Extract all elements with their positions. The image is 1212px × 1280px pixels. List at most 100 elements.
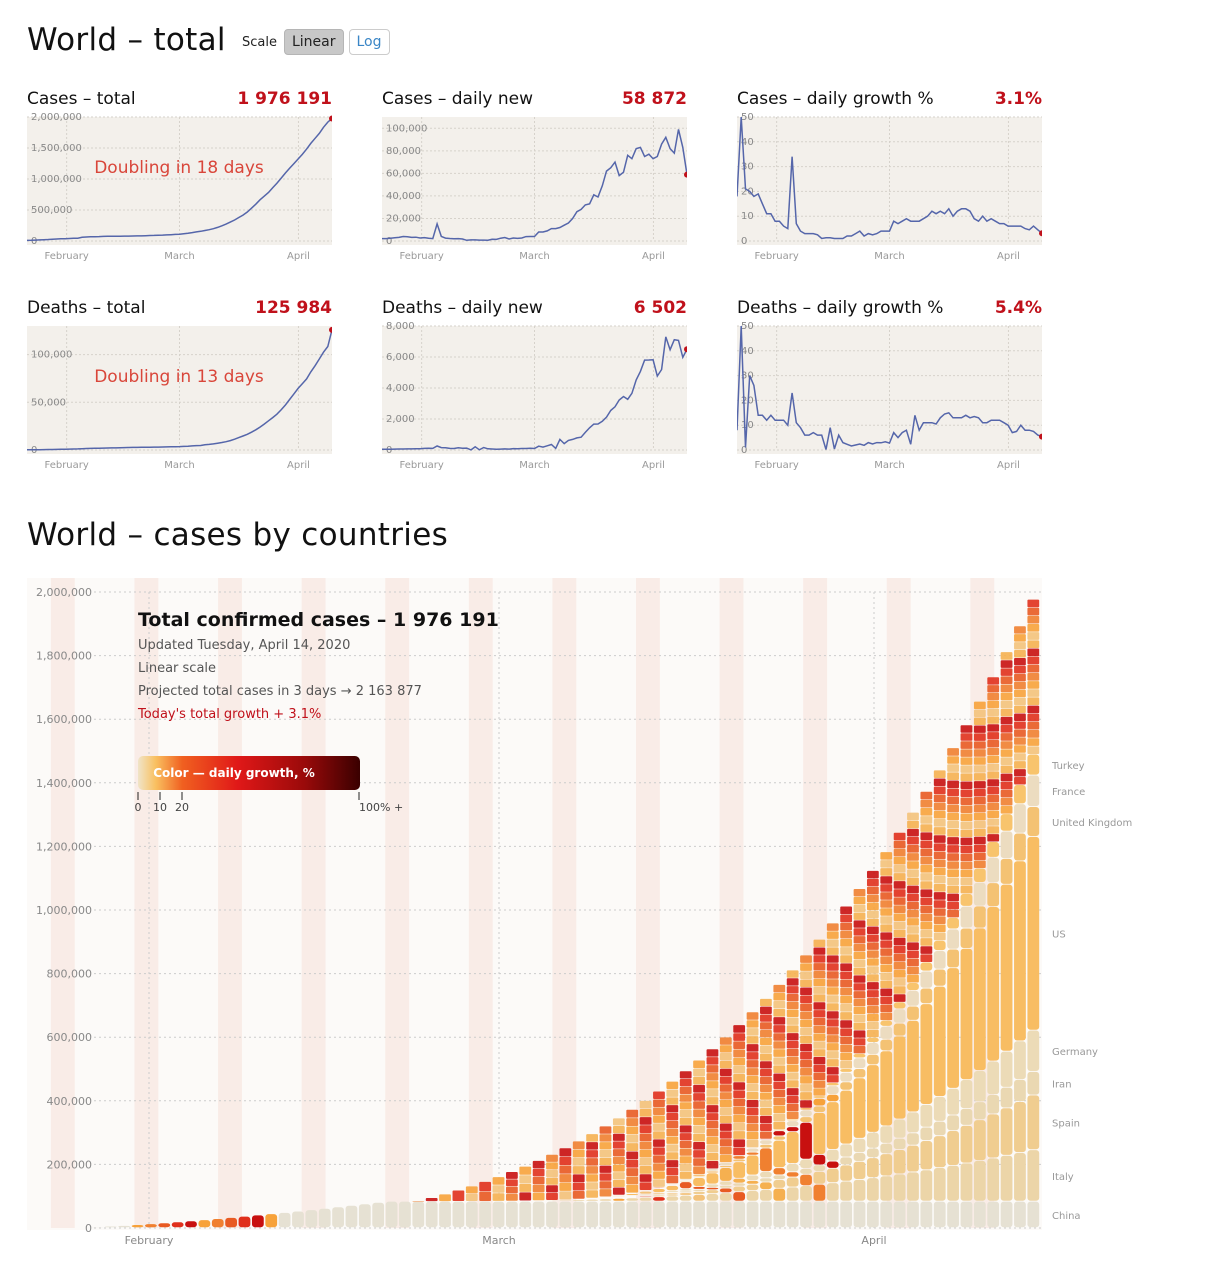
other-countries-segment — [893, 929, 906, 938]
other-countries-segment — [840, 995, 853, 1004]
other-countries-segment — [800, 1003, 812, 1012]
other-countries-segment — [706, 1145, 719, 1153]
country-bar-segment — [706, 1190, 719, 1194]
other-countries-segment — [933, 810, 946, 819]
other-countries-segment — [1014, 729, 1026, 737]
other-countries-segment — [786, 1111, 799, 1119]
country-bar-segment — [211, 1219, 224, 1228]
other-countries-segment — [826, 1059, 839, 1067]
other-countries-segment — [425, 1197, 438, 1202]
country-bar-segment — [760, 1178, 772, 1182]
other-countries-segment — [773, 1049, 786, 1057]
last-point — [1039, 230, 1042, 237]
weekend-stripe — [385, 578, 410, 1228]
country-bar-segment — [639, 1191, 652, 1194]
country-bar-segment — [813, 1184, 826, 1201]
other-countries-segment — [960, 797, 973, 806]
other-countries-segment — [920, 856, 933, 865]
country-bar-segment — [599, 1199, 612, 1201]
country-bar-segment — [653, 1192, 665, 1194]
country-bar-segment — [679, 1189, 692, 1191]
other-countries-segment — [733, 1057, 746, 1066]
other-countries-segment — [960, 861, 973, 870]
country-bar-segment — [679, 1191, 692, 1193]
other-countries-segment — [813, 955, 826, 963]
other-countries-segment — [880, 900, 893, 908]
country-bar-segment — [987, 841, 1000, 857]
other-countries-segment — [813, 1041, 826, 1049]
other-countries-segment — [786, 1033, 799, 1041]
other-countries-segment — [1027, 713, 1040, 722]
other-countries-segment — [572, 1141, 585, 1150]
other-countries-segment — [1027, 721, 1040, 730]
other-countries-segment — [706, 1121, 719, 1129]
other-countries-segment — [786, 1025, 799, 1033]
other-countries-segment — [612, 1164, 625, 1172]
country-bar-segment — [893, 1174, 906, 1201]
other-countries-segment — [813, 1088, 826, 1096]
other-countries-segment — [813, 970, 826, 979]
other-countries-segment — [760, 1061, 772, 1069]
other-countries-segment — [1000, 708, 1013, 717]
panel-value: 125 984 — [255, 298, 332, 318]
other-countries-segment — [612, 1187, 625, 1195]
country-bar-segment — [1000, 884, 1013, 1051]
other-countries-segment — [947, 756, 959, 764]
country-bar-segment — [265, 1214, 278, 1228]
other-countries-segment — [813, 1010, 826, 1018]
country-bar-segment — [318, 1208, 331, 1228]
other-countries-segment — [826, 1035, 839, 1043]
y-tick-label: 0 — [741, 445, 747, 456]
other-countries-segment — [1000, 757, 1013, 766]
other-countries-segment — [907, 828, 919, 837]
scale-log-button[interactable]: Log — [348, 29, 390, 55]
country-bar-segment — [786, 1121, 799, 1127]
other-countries-segment — [612, 1126, 625, 1134]
other-countries-segment — [572, 1190, 585, 1199]
other-countries-segment — [599, 1181, 612, 1189]
other-countries-segment — [853, 1014, 866, 1022]
other-countries-segment — [666, 1081, 679, 1089]
section-title: World – cases by countries — [27, 517, 449, 553]
country-bar-segment — [853, 1201, 866, 1228]
other-countries-segment — [666, 1144, 679, 1152]
other-countries-segment — [800, 1035, 812, 1044]
country-bar-segment — [572, 1200, 585, 1201]
other-countries-segment — [492, 1193, 505, 1201]
other-countries-segment — [907, 918, 919, 926]
other-countries-segment — [893, 953, 906, 962]
other-countries-segment — [706, 1105, 719, 1113]
country-bar-segment — [853, 1138, 866, 1153]
other-countries-segment — [907, 950, 919, 959]
country-bar-segment — [746, 1175, 759, 1181]
country-bar-segment — [840, 1165, 853, 1181]
x-tick-label: April — [642, 460, 665, 471]
country-bar-segment — [118, 1225, 131, 1228]
country-bar-segment — [653, 1195, 665, 1197]
other-countries-segment — [853, 959, 866, 968]
page-title: World – total — [27, 22, 226, 58]
country-bar-segment — [880, 1051, 893, 1126]
country-bar-segment — [586, 1201, 598, 1228]
other-countries-segment — [813, 994, 826, 1002]
other-countries-segment — [666, 1160, 679, 1168]
country-bar-segment — [973, 1070, 986, 1102]
country-bar-segment — [853, 1153, 866, 1162]
other-countries-segment — [666, 1136, 679, 1144]
other-countries-segment — [693, 1101, 705, 1109]
other-countries-segment — [760, 1076, 772, 1085]
country-bar-segment — [920, 1201, 933, 1228]
scale-linear-button[interactable]: Linear — [283, 29, 344, 55]
other-countries-segment — [639, 1125, 652, 1133]
last-point — [1039, 433, 1042, 440]
country-bar-segment — [826, 1086, 839, 1094]
country-bar-segment — [1027, 1095, 1040, 1150]
other-countries-segment — [907, 885, 919, 894]
country-bar-segment — [612, 1201, 625, 1228]
other-countries-segment — [933, 859, 946, 868]
other-countries-segment — [1014, 650, 1026, 658]
y-tick-label: 200,000 — [47, 1158, 93, 1171]
other-countries-segment — [1027, 615, 1040, 624]
country-bar-segment — [840, 1157, 853, 1165]
country-bar-segment — [920, 971, 933, 988]
